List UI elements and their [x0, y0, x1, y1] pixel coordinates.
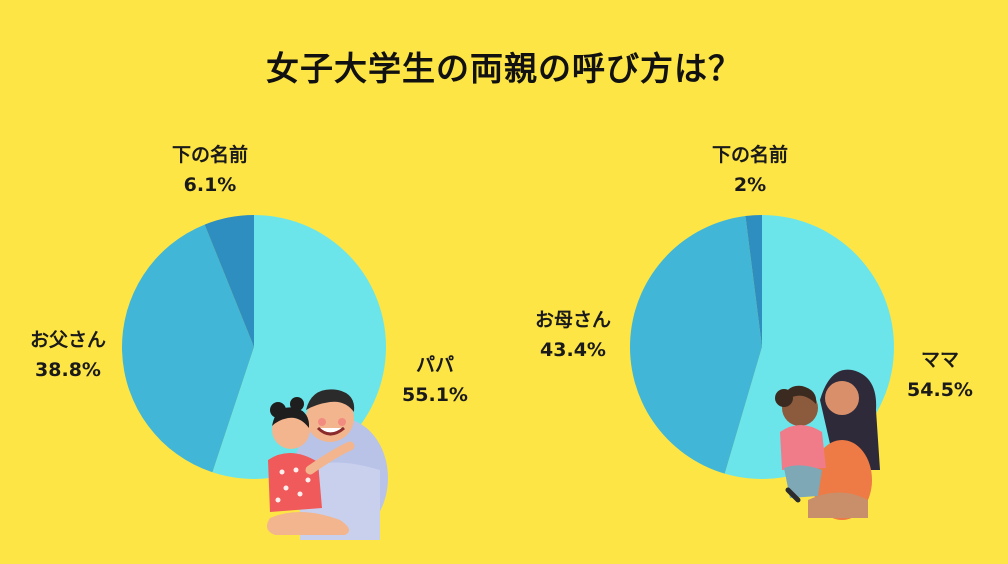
slice-label-papa: パパ 55.1% — [375, 350, 495, 410]
mother-child-illustration — [775, 369, 880, 520]
slice-category: お母さん — [534, 309, 611, 331]
slice-value: 54.5% — [907, 379, 973, 401]
slice-value: 2% — [733, 174, 767, 196]
slice-label-okaasan: お母さん 43.4% — [513, 305, 633, 365]
slice-category: 下の名前 — [711, 144, 788, 166]
slice-value: 55.1% — [402, 384, 468, 406]
slice-value: 43.4% — [540, 339, 606, 361]
slice-value: 6.1% — [183, 174, 237, 196]
slice-category: ママ — [920, 349, 959, 371]
father-daughter-illustration — [266, 389, 388, 540]
slice-category: お父さん — [29, 329, 106, 351]
slice-label-shita-no-namae-2: 下の名前 2% — [690, 140, 810, 200]
slice-category: パパ — [415, 354, 454, 376]
slice-label-otousan: お父さん 38.8% — [8, 325, 128, 385]
slice-otousan — [121, 224, 255, 473]
slice-label-mama: ママ 54.5% — [880, 345, 1000, 405]
chart-title: 女子大学生の両親の呼び方は？ — [266, 49, 742, 88]
slice-okaasan — [630, 216, 762, 474]
slice-category: 下の名前 — [171, 144, 248, 166]
slice-shita-no-namae — [204, 215, 254, 347]
slice-value: 38.8% — [35, 359, 101, 381]
slice-shita-no-namae — [745, 215, 762, 347]
slice-label-shita-no-namae-1: 下の名前 6.1% — [150, 140, 270, 200]
